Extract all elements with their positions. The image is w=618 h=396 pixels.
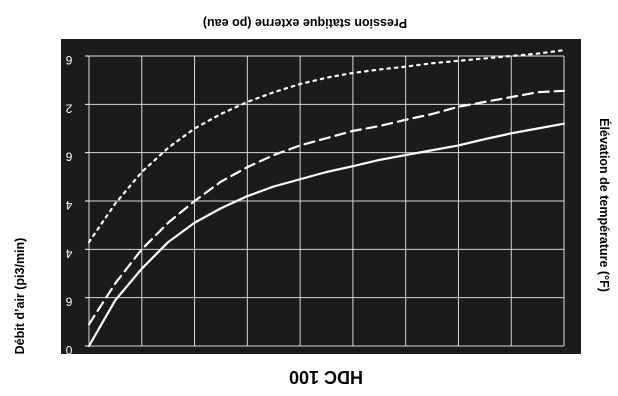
right-axis-label: Élévation de température (°F) — [597, 118, 612, 292]
grid-lines — [88, 55, 565, 347]
series-line-solid — [87, 122, 566, 348]
chart-title: HDC 100 — [289, 367, 363, 387]
y-tick-label: 2 — [65, 101, 72, 115]
left-axis-label: Débit d’air (pi3/min) — [13, 238, 27, 355]
plot-background — [61, 39, 581, 354]
y-tick-label: 6 — [65, 295, 72, 309]
series-line-dotted — [87, 49, 566, 244]
y-tick-labels: 0 6 4 4 6 2 6 — [65, 53, 89, 357]
series-lines — [87, 49, 566, 348]
y-tick-label: 4 — [65, 198, 72, 212]
y-tick-label: 0 — [65, 343, 72, 357]
y-tick-label: 6 — [65, 53, 72, 67]
y-tick-label: 4 — [65, 246, 72, 260]
series-line-dashed — [87, 89, 566, 326]
top-axis-label: Pression statique externe (po eau) — [203, 16, 407, 30]
y-tick-label: 6 — [65, 150, 72, 164]
